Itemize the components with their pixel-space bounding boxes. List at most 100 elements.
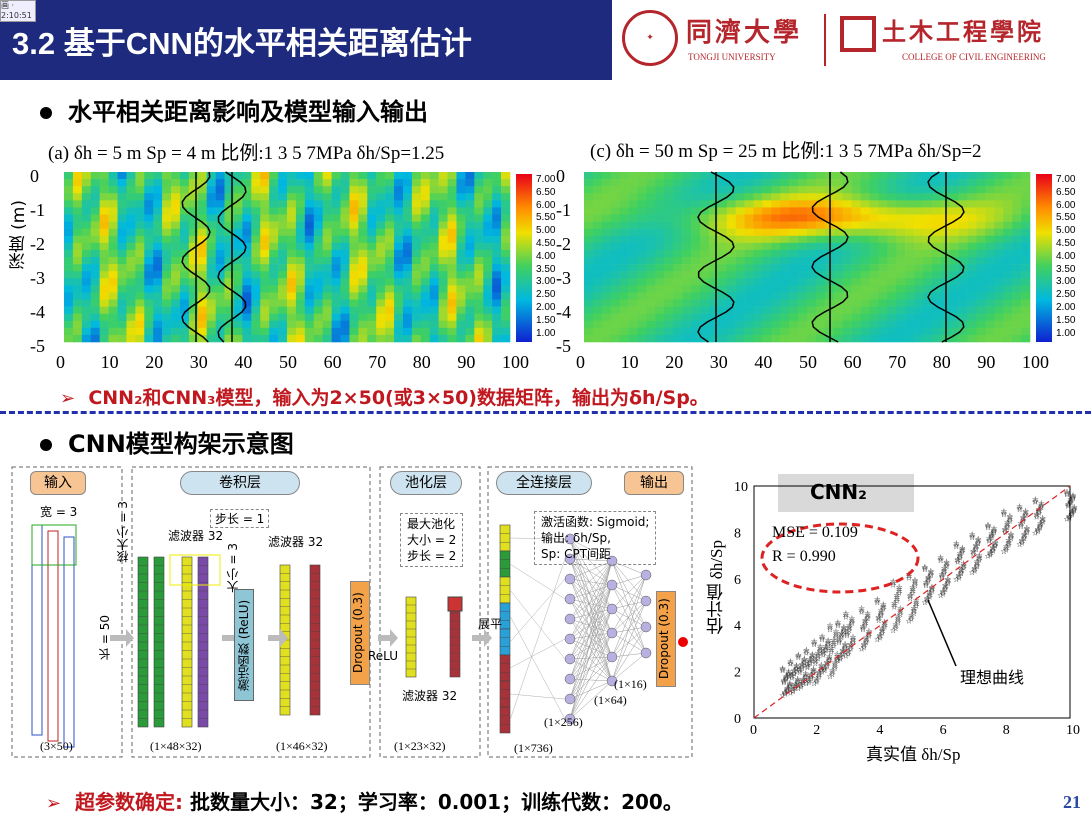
heat-cell — [269, 285, 279, 293]
heat-cell — [99, 257, 109, 265]
heat-cell — [584, 214, 594, 222]
heat-cell — [287, 200, 297, 208]
heat-cell — [717, 249, 728, 258]
heat-cell — [340, 306, 350, 314]
heat-cell — [474, 228, 484, 237]
heat-cell — [922, 242, 933, 251]
heat-cell — [967, 271, 977, 279]
scatter-point: ☆ — [1001, 526, 1008, 535]
heat-cell — [1003, 278, 1013, 286]
heat-cell — [673, 249, 683, 258]
heat-cell — [349, 313, 359, 322]
heat-cell — [699, 186, 710, 194]
heat-cell — [744, 313, 754, 322]
scatter-point: ☆ — [908, 611, 915, 620]
x-tick-label: 60 — [323, 352, 342, 372]
heat-cell — [869, 285, 879, 293]
scatter-point: ☆ — [865, 632, 872, 641]
heat-cell — [673, 299, 683, 307]
heat-cell — [126, 179, 136, 187]
heat-cell — [72, 172, 83, 180]
heat-cell — [90, 285, 100, 293]
heatmap-c — [584, 172, 1031, 343]
scatter-point: ☆ — [1006, 515, 1013, 524]
nn-node — [606, 675, 618, 687]
scatter-point: ☆ — [1033, 512, 1040, 521]
scatter-point: ☆ — [942, 580, 949, 589]
scatter-point: ☆ — [1039, 514, 1046, 523]
heat-cell — [295, 257, 306, 265]
nn-edge — [569, 584, 613, 660]
heat-cell — [914, 235, 924, 244]
y-tick: 8 — [734, 526, 741, 541]
heat-cell — [592, 186, 603, 194]
heat-cell — [251, 172, 261, 180]
heat-cell — [420, 285, 431, 293]
heat-cell — [242, 214, 252, 222]
scatter-point: ☆ — [788, 672, 795, 681]
heat-cell — [224, 207, 234, 215]
heat-cell — [402, 186, 413, 194]
heat-cell — [762, 249, 772, 258]
heat-cell — [304, 306, 315, 314]
heat-cell — [99, 306, 109, 314]
scatter-point: ☆ — [843, 628, 850, 637]
heat-cell — [655, 257, 665, 265]
heat-cell — [242, 327, 252, 336]
scatter-point: ☆ — [972, 544, 979, 553]
heat-cell — [179, 172, 190, 180]
scatter-point: ☆ — [925, 574, 932, 583]
nn-edge — [611, 584, 647, 602]
scatter-point: ☆ — [819, 632, 826, 641]
heat-cell — [931, 278, 942, 286]
heat-cell — [807, 299, 817, 307]
heat-cell — [108, 313, 118, 322]
heat-cell — [224, 334, 234, 343]
heat-cell — [278, 179, 288, 187]
heat-cell — [931, 285, 942, 293]
heat-cell — [610, 271, 620, 279]
heat-cell — [429, 257, 439, 265]
heat-cell — [322, 327, 332, 336]
heat-cell — [637, 334, 647, 343]
heat-cell — [331, 334, 341, 343]
heat-cell — [90, 207, 100, 215]
heat-cell — [726, 327, 736, 336]
heat-cell — [699, 292, 710, 300]
heat-cell — [637, 193, 647, 201]
heat-cell — [206, 306, 216, 314]
heat-cell — [81, 249, 92, 258]
heat-cell — [905, 306, 915, 314]
heat-cell — [367, 186, 377, 194]
heat-cell — [682, 257, 692, 265]
heat-cell — [798, 221, 808, 229]
width-label: 宽 = 3 — [40, 505, 78, 519]
plot-frame — [753, 485, 1071, 719]
scatter-point: ☆ — [913, 596, 920, 605]
heat-cell — [601, 221, 612, 229]
heat-cell — [1012, 242, 1022, 251]
heat-cell — [402, 257, 413, 265]
heat-cell — [394, 320, 404, 329]
colorbar-tick: 4.50 — [536, 238, 556, 249]
scatter-point: ☆ — [791, 666, 798, 675]
profile-curve — [697, 171, 735, 343]
heat-cell — [501, 292, 511, 300]
scatter-point: ☆ — [817, 642, 824, 651]
heat-cell — [295, 228, 306, 237]
heat-cell — [162, 249, 172, 258]
heat-cell — [646, 228, 656, 237]
scatter-point: ☆ — [825, 640, 832, 649]
heat-cell — [673, 242, 683, 251]
heat-cell — [735, 214, 745, 222]
heat-cell — [753, 221, 763, 229]
heat-cell — [278, 313, 288, 322]
heat-cell — [358, 292, 368, 300]
colorbar-tick: 3.00 — [536, 276, 556, 288]
section1-heading-text: 水平相关距离影响及模型输入输出 — [68, 98, 428, 126]
heat-cell — [619, 313, 629, 322]
heat-cell — [313, 179, 323, 187]
scatter-point: ☆ — [838, 632, 845, 641]
heat-cell — [179, 285, 190, 293]
heat-cell — [251, 186, 261, 194]
